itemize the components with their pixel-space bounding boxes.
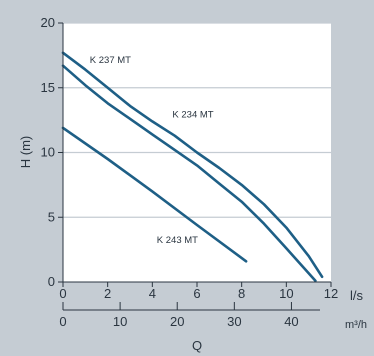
series-line	[61, 64, 317, 283]
y-tick-label: 15	[41, 80, 55, 95]
x-unit-primary: l/s	[350, 288, 364, 303]
x2-tick-label: 0	[59, 314, 66, 329]
x2-tick-label: 30	[227, 314, 241, 329]
y-tick-label: 5	[48, 209, 55, 224]
x-tick-label: 4	[149, 286, 156, 301]
x2-tick-label: 40	[284, 314, 298, 329]
tick-labels: 0 5 10 15 20 0 2 4 6 8 10 12 0 10 20 30 40	[41, 15, 339, 329]
y-tick-label: 0	[48, 274, 55, 289]
x2-tick-label: 20	[170, 314, 184, 329]
y-tick-label: 10	[41, 145, 55, 160]
tick-marks	[58, 22, 332, 310]
series-label: K 237 MT	[90, 55, 131, 66]
series-label: K 243 MT	[157, 235, 198, 246]
x-tick-label: 0	[59, 286, 66, 301]
y-tick-label: 20	[41, 15, 55, 30]
series-label: K 234 MT	[172, 110, 213, 121]
x-tick-label: 10	[279, 286, 293, 301]
series-group	[61, 51, 324, 283]
x-unit-secondary: m³/h	[345, 319, 367, 331]
x-tick-label: 6	[193, 286, 200, 301]
x2-tick-label: 10	[113, 314, 127, 329]
series-line	[61, 51, 324, 279]
series-labels: K 237 MT K 234 MT K 243 MT	[90, 55, 214, 246]
x-tick-label: 12	[324, 286, 338, 301]
x-tick-label: 2	[104, 286, 111, 301]
x-tick-label: 8	[238, 286, 245, 301]
x-axis-title: Q	[192, 338, 202, 353]
y-axis-title: H (m)	[18, 136, 33, 169]
series-line	[61, 126, 248, 263]
